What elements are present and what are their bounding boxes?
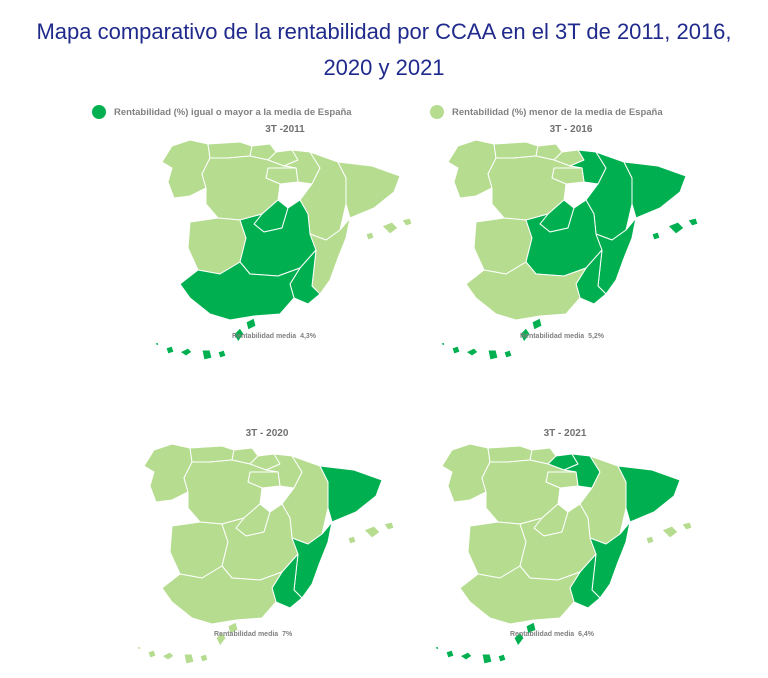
region-asturias xyxy=(493,141,539,159)
map-title: 3T - 2021 xyxy=(543,428,587,439)
map-2021: 3T - 2021 Rentabilidad media 6,4% xyxy=(430,428,700,678)
region-castilla-y-leon xyxy=(201,155,297,221)
legend-swatch-below xyxy=(430,105,444,119)
legend-item-above: Rentabilidad (%) igual o mayor a la medi… xyxy=(92,100,352,124)
average-label: Rentabilidad media 7% xyxy=(214,631,293,638)
region-baleares xyxy=(347,521,395,545)
spain-map xyxy=(433,443,693,665)
map-title: 3T -2011 xyxy=(265,124,305,135)
region-valencia xyxy=(309,217,351,295)
region-castilla-y-leon xyxy=(481,459,577,525)
region-cataluna xyxy=(623,161,687,219)
chart-title-line2: 2020 y 2021 xyxy=(323,55,445,80)
region-valencia xyxy=(595,217,637,295)
region-galicia xyxy=(143,443,193,503)
region-andalucia xyxy=(161,565,283,625)
spain-map xyxy=(135,443,395,665)
chart-title: Mapa comparativo de la rentabilidad por … xyxy=(0,14,768,86)
region-valencia xyxy=(291,521,333,599)
map-title: 3T - 2016 xyxy=(549,124,593,135)
region-castilla-y-leon xyxy=(487,155,583,221)
average-label: Rentabilidad media 4,3% xyxy=(232,333,317,340)
average-label: Rentabilidad media 5,2% xyxy=(520,333,605,340)
average-label: Rentabilidad media 6,4% xyxy=(510,631,595,638)
spain-map xyxy=(153,139,413,361)
region-canarias xyxy=(439,317,543,361)
region-baleares xyxy=(365,217,413,241)
map-2016: 3T - 2016 Rentabilidad media 5,2% xyxy=(436,124,706,374)
region-andalucia xyxy=(459,565,581,625)
region-cataluna xyxy=(617,465,681,523)
region-galicia xyxy=(441,443,491,503)
region-asturias xyxy=(207,141,253,159)
legend-label-below: Rentabilidad (%) menor de la media de Es… xyxy=(452,106,663,118)
region-canarias xyxy=(135,621,239,665)
region-canarias xyxy=(433,621,537,665)
region-andalucia xyxy=(465,261,587,321)
legend-item-below: Rentabilidad (%) menor de la media de Es… xyxy=(430,100,663,124)
chart-title-line1: Mapa comparativo de la rentabilidad por … xyxy=(36,19,732,44)
legend-label-above: Rentabilidad (%) igual o mayor a la medi… xyxy=(114,106,352,118)
region-galicia xyxy=(447,139,497,199)
map-2011: 3T -2011 Rentabilidad media 4,3% xyxy=(150,124,420,374)
spain-map xyxy=(439,139,699,361)
region-canarias xyxy=(153,317,257,361)
legend-swatch-above xyxy=(92,105,106,119)
region-asturias xyxy=(189,445,235,463)
region-asturias xyxy=(487,445,533,463)
region-cataluna xyxy=(319,465,383,523)
map-title: 3T - 2020 xyxy=(245,428,289,439)
region-andalucia xyxy=(179,261,301,321)
region-baleares xyxy=(651,217,699,241)
map-2020: 3T - 2020 Rentabilidad media 7% xyxy=(132,428,402,678)
region-baleares xyxy=(645,521,693,545)
region-castilla-y-leon xyxy=(183,459,279,525)
region-galicia xyxy=(161,139,211,199)
region-cataluna xyxy=(337,161,401,219)
region-valencia xyxy=(589,521,631,599)
